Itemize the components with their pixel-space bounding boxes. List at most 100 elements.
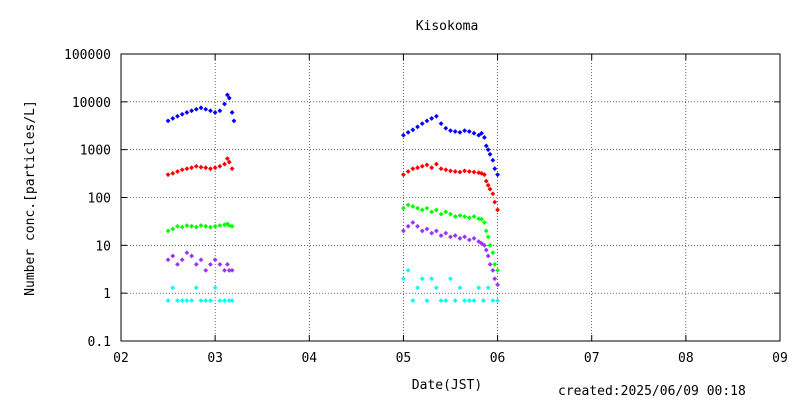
data-point	[212, 165, 218, 171]
data-point	[222, 101, 227, 107]
data-point	[208, 224, 213, 230]
x-tick-label: 02	[113, 351, 129, 366]
data-point	[466, 215, 472, 221]
data-point	[479, 130, 484, 136]
data-point	[492, 261, 498, 267]
data-point	[438, 233, 444, 238]
data-point	[487, 261, 493, 267]
data-point	[170, 253, 176, 259]
data-point	[448, 234, 453, 240]
data-point	[179, 257, 185, 263]
data-point	[462, 298, 468, 303]
data-point	[495, 172, 500, 178]
data-point	[457, 213, 463, 218]
data-point	[410, 127, 416, 133]
data-point	[490, 267, 496, 273]
data-point	[165, 228, 171, 234]
data-point	[476, 170, 482, 176]
x-tick-label: 09	[772, 351, 788, 366]
data-point	[479, 240, 484, 246]
data-point	[438, 166, 444, 172]
data-point	[481, 220, 487, 225]
data-point	[203, 298, 209, 303]
data-point	[208, 108, 213, 114]
data-point	[487, 151, 493, 157]
y-axis-tick-labels: 0.1 1 10 100 1000 10000 100000	[64, 48, 111, 350]
data-point	[222, 298, 227, 303]
data-point	[419, 163, 425, 169]
data-point	[492, 199, 498, 205]
data-point	[433, 228, 439, 234]
data-point	[231, 118, 237, 124]
data-point	[189, 298, 195, 303]
data-point	[224, 261, 230, 267]
data-point	[419, 276, 425, 282]
data-point	[193, 224, 199, 230]
data-point	[224, 92, 230, 98]
data-point	[479, 216, 484, 222]
data-point	[452, 298, 458, 303]
data-point	[193, 163, 199, 169]
data-point	[184, 166, 190, 172]
data-point	[170, 170, 176, 176]
data-point	[189, 108, 195, 114]
data-point	[226, 159, 232, 165]
data-point	[462, 214, 468, 219]
data-point	[483, 143, 489, 149]
data-point	[495, 282, 500, 288]
data-point	[452, 129, 458, 134]
data-point	[490, 191, 496, 197]
data-point	[401, 132, 406, 138]
data-point	[429, 165, 435, 171]
data-point	[419, 228, 425, 234]
data-point	[401, 276, 406, 282]
data-point	[429, 209, 435, 215]
data-point	[466, 298, 472, 303]
data-point	[433, 285, 439, 291]
data-point	[175, 261, 180, 267]
data-point	[401, 205, 406, 211]
data-point	[226, 267, 232, 273]
data-point	[226, 95, 232, 101]
x-tick-label: 03	[207, 351, 223, 366]
x-tick-label: 07	[584, 351, 600, 366]
data-point	[410, 298, 416, 303]
data-point	[165, 298, 171, 303]
data-point	[203, 267, 209, 273]
data-point	[229, 267, 235, 273]
data-point	[193, 106, 199, 112]
data-point	[179, 298, 185, 303]
data-point	[433, 207, 439, 213]
data-point	[490, 157, 496, 163]
data-point	[405, 267, 411, 273]
data-point	[212, 223, 218, 229]
data-point	[424, 226, 430, 232]
data-point	[419, 121, 425, 127]
series-5	[165, 267, 500, 303]
data-point	[217, 163, 223, 169]
data-point	[175, 298, 180, 303]
data-point	[495, 298, 500, 303]
x-tick-label: 08	[678, 351, 694, 366]
data-point	[410, 166, 416, 172]
data-point	[438, 298, 444, 303]
series-4	[165, 220, 500, 288]
plot-frame	[120, 53, 781, 342]
data-point	[193, 285, 199, 291]
data-point	[203, 165, 209, 171]
data-point	[471, 214, 477, 219]
data-point	[481, 172, 487, 178]
data-point	[466, 237, 472, 243]
data-point	[457, 169, 463, 175]
data-point	[198, 257, 204, 263]
data-point	[433, 161, 439, 167]
data-point	[179, 224, 185, 230]
data-point	[481, 298, 486, 303]
data-point	[198, 298, 204, 303]
data-point	[471, 130, 477, 136]
data-point	[485, 285, 491, 291]
x-tick-label: 05	[396, 351, 412, 366]
data-point	[438, 121, 444, 127]
data-point	[492, 276, 498, 282]
